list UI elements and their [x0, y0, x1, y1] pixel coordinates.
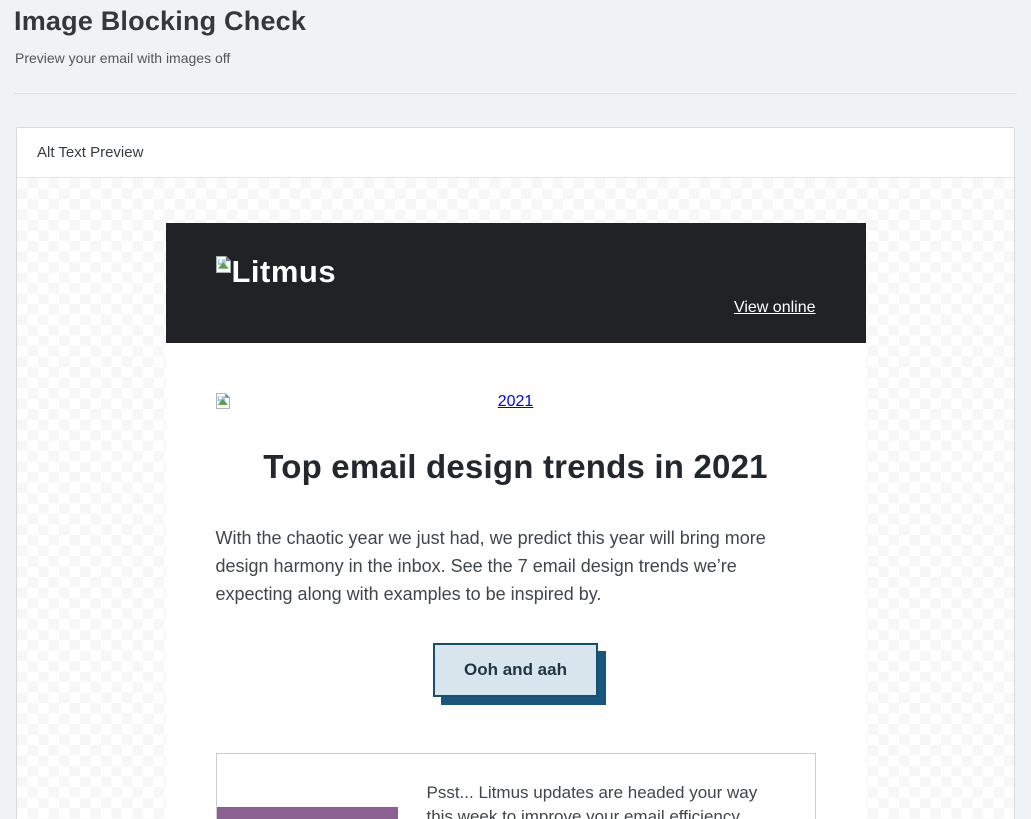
page-subtitle: Preview your email with images off	[15, 50, 231, 66]
page-title: Image Blocking Check	[14, 6, 307, 36]
email-preview-canvas: Litmus View online 2021	[17, 178, 1014, 819]
promo-image-placeholder-bar	[216, 807, 398, 819]
email-header: Litmus View online	[165, 223, 866, 343]
header-divider	[14, 93, 1017, 94]
logo-alt-text: Litmus	[231, 254, 337, 289]
alt-text-preview-card: Alt Text Preview Litmus Vie	[16, 127, 1015, 819]
promo-box: Psst... Litmus updates are headed your w…	[215, 753, 816, 819]
email-body: 2021 Top email design trends in 2021 Wit…	[165, 343, 866, 819]
alt-text-preview-header: Alt Text Preview	[17, 128, 1014, 178]
promo-text: Psst... Litmus updates are headed your w…	[427, 781, 777, 819]
litmus-logo-placeholder: Litmus	[215, 253, 337, 291]
hero-image-placeholder: 2021	[215, 393, 816, 413]
broken-image-icon	[215, 393, 230, 409]
cta-button[interactable]: Ooh and aah	[433, 643, 598, 697]
page-header: Image Blocking Check Preview your email …	[0, 0, 1031, 66]
email-preview: Litmus View online 2021	[165, 223, 866, 819]
email-headline: Top email design trends in 2021	[263, 448, 768, 485]
alt-text-preview-title: Alt Text Preview	[37, 144, 144, 161]
hero-alt-text-link[interactable]: 2021	[497, 393, 534, 410]
promo-text-start: Psst... Litmus updates are headed your w…	[426, 783, 758, 819]
view-online-link[interactable]: View online	[733, 299, 816, 316]
broken-image-icon	[215, 256, 231, 273]
email-intro-paragraph: With the chaotic year we just had, we pr…	[215, 528, 766, 604]
cta-row: Ooh and aah	[216, 643, 816, 705]
